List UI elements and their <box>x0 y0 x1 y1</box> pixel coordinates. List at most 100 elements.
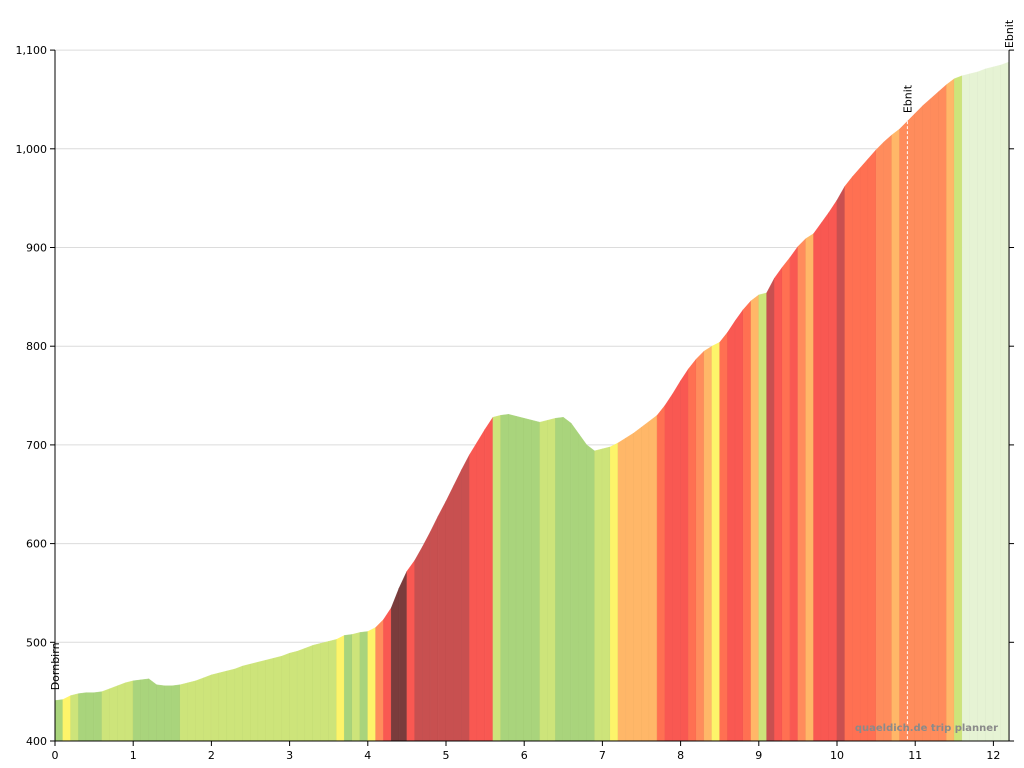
elevation-segment <box>711 341 720 742</box>
elevation-segment <box>226 668 236 742</box>
elevation-segment <box>719 331 728 742</box>
x-tick-label: 7 <box>599 749 606 762</box>
y-tick-label: 400 <box>26 735 47 748</box>
watermark: quaeldich.de trip planner <box>855 723 998 734</box>
elevation-segment <box>883 134 892 742</box>
y-tick-label: 1,000 <box>16 143 48 156</box>
elevation-segment <box>375 619 384 742</box>
elevation-segment <box>860 158 869 742</box>
x-tick-label: 10 <box>830 749 844 762</box>
elevation-segment <box>696 350 705 742</box>
elevation-segment <box>195 677 204 742</box>
elevation-segment <box>93 691 103 742</box>
elevation-segment <box>875 141 885 742</box>
x-tick-label: 2 <box>208 749 215 762</box>
elevation-segment <box>993 64 1002 742</box>
elevation-segment <box>242 663 251 742</box>
elevation-segment <box>289 650 298 742</box>
elevation-segment <box>258 659 267 742</box>
elevation-segment <box>219 670 228 742</box>
elevation-segment <box>930 91 939 742</box>
x-tick-label: 3 <box>286 749 293 762</box>
elevation-segment <box>54 699 64 742</box>
x-tick-label: 11 <box>908 749 922 762</box>
x-tick-label: 8 <box>677 749 684 762</box>
elevation-segment <box>774 266 783 742</box>
elevation-segment <box>680 368 689 742</box>
elevation-segment <box>750 294 759 742</box>
elevation-segment <box>954 75 963 742</box>
elevation-segment <box>211 672 220 742</box>
elevation-segment <box>946 78 955 742</box>
x-tick-label: 1 <box>130 749 137 762</box>
elevation-segment <box>524 417 533 742</box>
elevation-segment <box>782 256 791 742</box>
elevation-segment <box>915 104 924 742</box>
elevation-segment <box>234 665 243 742</box>
elevation-segment <box>828 199 838 742</box>
elevation-segment <box>125 680 134 742</box>
elevation-segment <box>813 222 822 742</box>
elevation-segment <box>265 657 275 742</box>
elevation-segment <box>727 319 736 742</box>
elevation-segment <box>586 444 595 742</box>
elevation-segment <box>821 211 830 742</box>
elevation-segment <box>977 68 986 742</box>
elevation-segment <box>617 437 627 742</box>
elevation-segment <box>109 685 118 742</box>
elevation-segment <box>203 674 212 742</box>
elevation-segment <box>563 416 572 742</box>
elevation-segment <box>844 175 853 742</box>
elevation-segment <box>336 635 345 742</box>
elevation-segment <box>312 643 322 742</box>
waypoint-label: Dornbirn <box>49 642 62 690</box>
elevation-segment <box>555 417 564 742</box>
elevation-segment <box>516 416 525 742</box>
elevation-segment <box>961 73 971 742</box>
elevation-segment <box>453 469 462 742</box>
elevation-segment <box>602 446 611 742</box>
y-tick-label: 500 <box>26 636 47 649</box>
elevation-segment <box>797 238 806 742</box>
elevation-segment <box>367 627 376 742</box>
elevation-segment <box>570 422 580 742</box>
elevation-segment <box>594 448 603 742</box>
elevation-segment <box>414 545 423 742</box>
elevation-segment <box>547 417 556 742</box>
elevation-segment <box>172 684 181 742</box>
elevation-segment <box>117 682 126 742</box>
y-tick-label: 700 <box>26 439 47 452</box>
elevation-segment <box>789 245 799 742</box>
elevation-segment <box>922 98 932 742</box>
elevation-segment <box>305 644 314 742</box>
elevation-segment <box>140 678 150 742</box>
elevation-segment <box>578 433 587 742</box>
elevation-segment <box>656 404 666 742</box>
waypoint-label: Ebnit <box>1003 19 1016 48</box>
elevation-segment <box>703 345 713 742</box>
elevation-segment <box>868 149 877 742</box>
elevation-segment <box>164 685 173 742</box>
elevation-segment <box>437 501 447 742</box>
elevation-segment <box>273 655 282 742</box>
elevation-segment <box>531 419 541 742</box>
elevation-segment <box>899 120 908 742</box>
x-tick-label: 6 <box>521 749 528 762</box>
elevation-segment <box>148 678 157 742</box>
elevation-segment <box>664 392 673 742</box>
elevation-segment <box>539 419 548 742</box>
elevation-segment <box>156 684 165 742</box>
elevation-segment <box>101 688 110 742</box>
elevation-segment <box>735 309 744 742</box>
elevation-segment <box>508 414 517 742</box>
x-tick-label: 9 <box>755 749 762 762</box>
elevation-segment <box>383 607 392 742</box>
waypoint-label: Ebnit <box>901 84 914 113</box>
y-tick-label: 600 <box>26 538 47 551</box>
elevation-segment <box>250 661 259 742</box>
waypoints: Dornbirn Ebnit Ebnit <box>49 19 1016 741</box>
elevation-segment <box>132 679 142 742</box>
elevation-segment <box>805 233 814 742</box>
